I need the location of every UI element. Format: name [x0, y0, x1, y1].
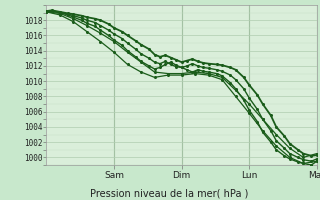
Text: Pression niveau de la mer( hPa ): Pression niveau de la mer( hPa ): [91, 188, 249, 198]
